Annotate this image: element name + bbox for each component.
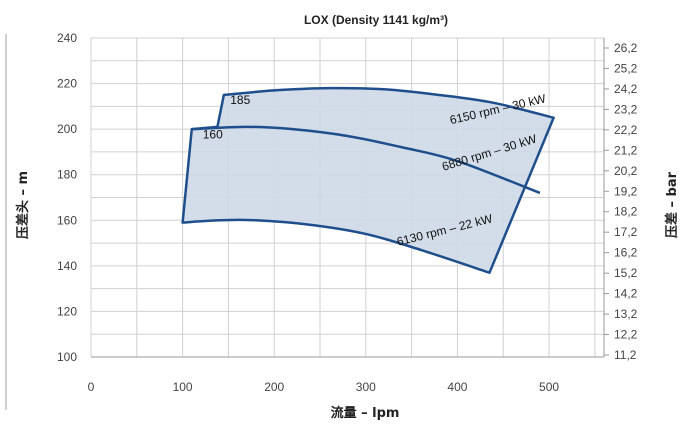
y-tick-label: 180	[57, 168, 77, 182]
x-tick-label: 400	[447, 380, 467, 394]
curve-label: 185	[230, 93, 250, 107]
right-tick-label: 23,2	[614, 102, 638, 116]
x-axis-label: 流量 – lpm	[331, 405, 400, 421]
right-tick-label: 12,2	[614, 328, 638, 342]
right-tick-label: 24,2	[614, 82, 638, 96]
y-tick-label: 120	[57, 304, 77, 318]
x-tick-label: 200	[264, 380, 284, 394]
right-tick-label: 14,2	[614, 287, 638, 301]
curve-label: 160	[203, 127, 223, 141]
right-tick-label: 26,2	[614, 41, 638, 55]
y-tick-label: 240	[57, 31, 77, 45]
x-tick-label: 300	[356, 380, 376, 394]
y-tick-label: 100	[57, 350, 77, 364]
middle-curve	[191, 125, 541, 195]
envelope-area	[181, 86, 555, 274]
right-tick-label: 17,2	[614, 225, 638, 239]
right-tick-label: 22,2	[614, 123, 638, 137]
x-tick-label: 0	[88, 380, 95, 394]
right-tick-label: 16,2	[614, 246, 638, 260]
y-tick-label: 200	[57, 122, 77, 136]
right-axis-ticks: 11,2 12,2 13,2 14,2 15,2 16,2 17,2 18,2 19,2 20,2…	[604, 41, 638, 362]
x-tick-label: 100	[173, 380, 193, 394]
y-axis-label: 压差头 – m	[15, 171, 31, 239]
right-tick-label: 21,2	[614, 143, 638, 157]
right-tick-label: 15,2	[614, 266, 638, 280]
y-axis-ticks: 100 120 140 160 180 200 220 240	[57, 31, 77, 364]
right-tick-label: 19,2	[614, 184, 638, 198]
right-tick-label: 13,2	[614, 307, 638, 321]
right-axis-label: 压差 – bar	[664, 171, 680, 238]
right-tick-label: 25,2	[614, 61, 638, 75]
operating-envelope	[181, 86, 555, 274]
right-tick-label: 18,2	[614, 205, 638, 219]
y-tick-label: 140	[57, 259, 77, 273]
x-tick-label: 500	[539, 380, 559, 394]
right-tick-label: 20,2	[614, 164, 638, 178]
y-tick-label: 220	[57, 77, 77, 91]
chart-title: LOX (Density 1141 kg/m³)	[304, 13, 448, 27]
right-tick-label: 11,2	[614, 348, 637, 362]
x-axis-ticks: 0 100 200 300 400 500	[88, 380, 560, 394]
y-tick-label: 160	[57, 213, 77, 227]
